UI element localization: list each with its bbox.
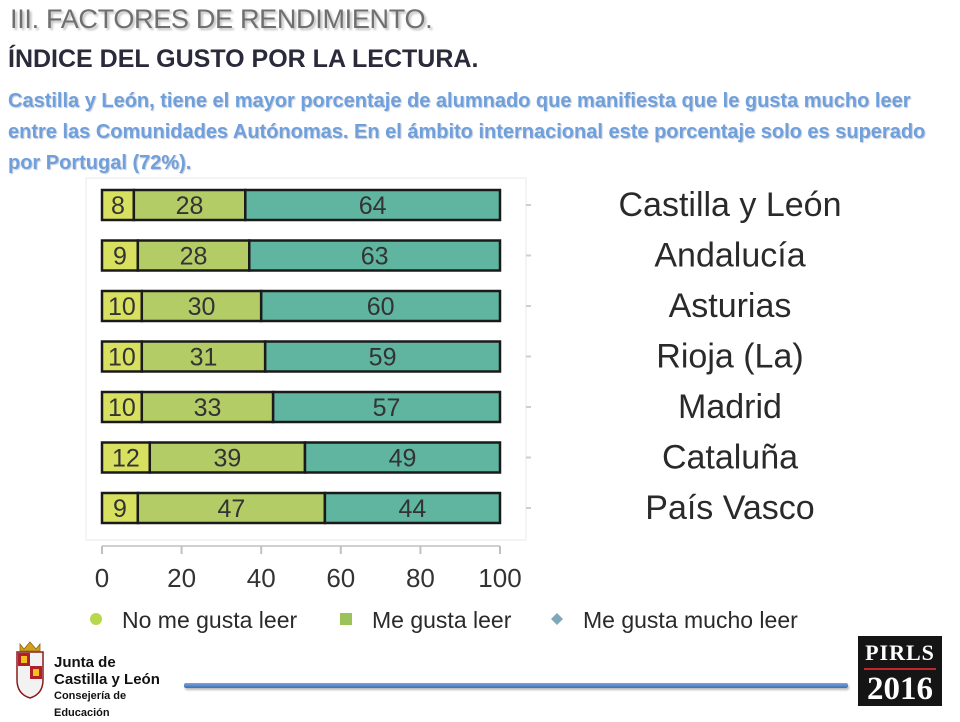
junta-logo: Junta de Castilla y León Consejería de E…	[10, 636, 180, 719]
category-label: Asturias	[669, 287, 792, 325]
x-tick-label: 100	[478, 563, 521, 593]
data-label: 44	[399, 495, 427, 523]
bar-segment	[100, 340, 144, 373]
data-label: 28	[180, 243, 208, 271]
data-label: 28	[176, 192, 204, 220]
x-tick-label: 20	[167, 563, 196, 593]
category-label: Rioja (La)	[656, 338, 803, 376]
logo-line-1: Junta de	[54, 654, 116, 671]
x-tick-label: 0	[95, 563, 109, 593]
bar-segment	[303, 441, 502, 474]
category-label: Andalucía	[654, 237, 805, 275]
coat-of-arms-icon	[16, 641, 44, 699]
bar-segment	[100, 188, 136, 222]
data-label: 12	[112, 445, 140, 473]
data-label: 57	[373, 394, 401, 422]
legend-marker	[340, 613, 352, 625]
pirls-year: 2016	[867, 671, 933, 707]
legend-marker	[90, 613, 102, 625]
bar-segment	[136, 239, 251, 272]
bar-segment	[100, 289, 144, 323]
bar-segment	[140, 340, 267, 373]
bar-segment	[323, 491, 502, 525]
legend-marker	[551, 613, 563, 625]
legend-label: Me gusta leer	[372, 607, 512, 633]
pirls-badge: PIRLS 2016	[858, 636, 942, 706]
data-label: 47	[217, 495, 245, 523]
data-label: 10	[108, 344, 136, 372]
index-title: ÍNDICE DEL GUSTO POR LA LECTURA.	[8, 45, 479, 73]
bar-segment	[100, 390, 144, 424]
data-label: 8	[111, 192, 125, 220]
data-label: 9	[113, 495, 127, 523]
category-label: Madrid	[678, 388, 782, 426]
logo-line-2: Castilla y León	[54, 671, 160, 688]
x-tick-label: 40	[247, 563, 276, 593]
data-label: 10	[108, 394, 136, 422]
junta-logo-text: Junta de Castilla y León Consejería de E…	[54, 654, 180, 722]
data-label: 64	[359, 192, 387, 220]
data-label: 59	[369, 344, 397, 372]
logo-line-3: Consejería de Educación	[54, 690, 127, 719]
bar-segment	[100, 239, 140, 272]
category-label: Cataluña	[662, 439, 798, 477]
data-label: 60	[367, 293, 395, 321]
x-tick-label: 80	[406, 563, 435, 593]
data-label: 10	[108, 293, 136, 321]
data-label: 63	[361, 243, 389, 271]
pirls-rule	[864, 668, 936, 670]
bar-segment	[140, 390, 275, 424]
data-label: 31	[190, 344, 218, 372]
pirls-label: PIRLS	[865, 640, 935, 665]
category-label: Castilla y León	[618, 186, 841, 224]
data-label: 49	[389, 445, 417, 473]
bar-segment	[271, 390, 502, 424]
intro-text: Castilla y León, tiene el mayor porcenta…	[8, 90, 926, 174]
section-title: III. FACTORES DE RENDIMIENTO.	[10, 4, 433, 34]
data-label: 39	[213, 445, 241, 473]
bar-segment	[100, 491, 140, 525]
bar-segment	[263, 340, 502, 373]
category-label: País Vasco	[645, 489, 814, 527]
data-label: 9	[113, 243, 127, 271]
legend-label: No me gusta leer	[122, 607, 297, 633]
bar-segment	[244, 188, 502, 222]
footer-divider	[184, 683, 848, 688]
data-label: 30	[188, 293, 216, 321]
bar-segment	[148, 441, 307, 474]
bar-segment	[259, 289, 502, 323]
x-tick-label: 60	[326, 563, 355, 593]
legend-label: Me gusta mucho leer	[583, 607, 798, 633]
bar-segment	[248, 239, 502, 272]
data-label: 33	[194, 394, 222, 422]
